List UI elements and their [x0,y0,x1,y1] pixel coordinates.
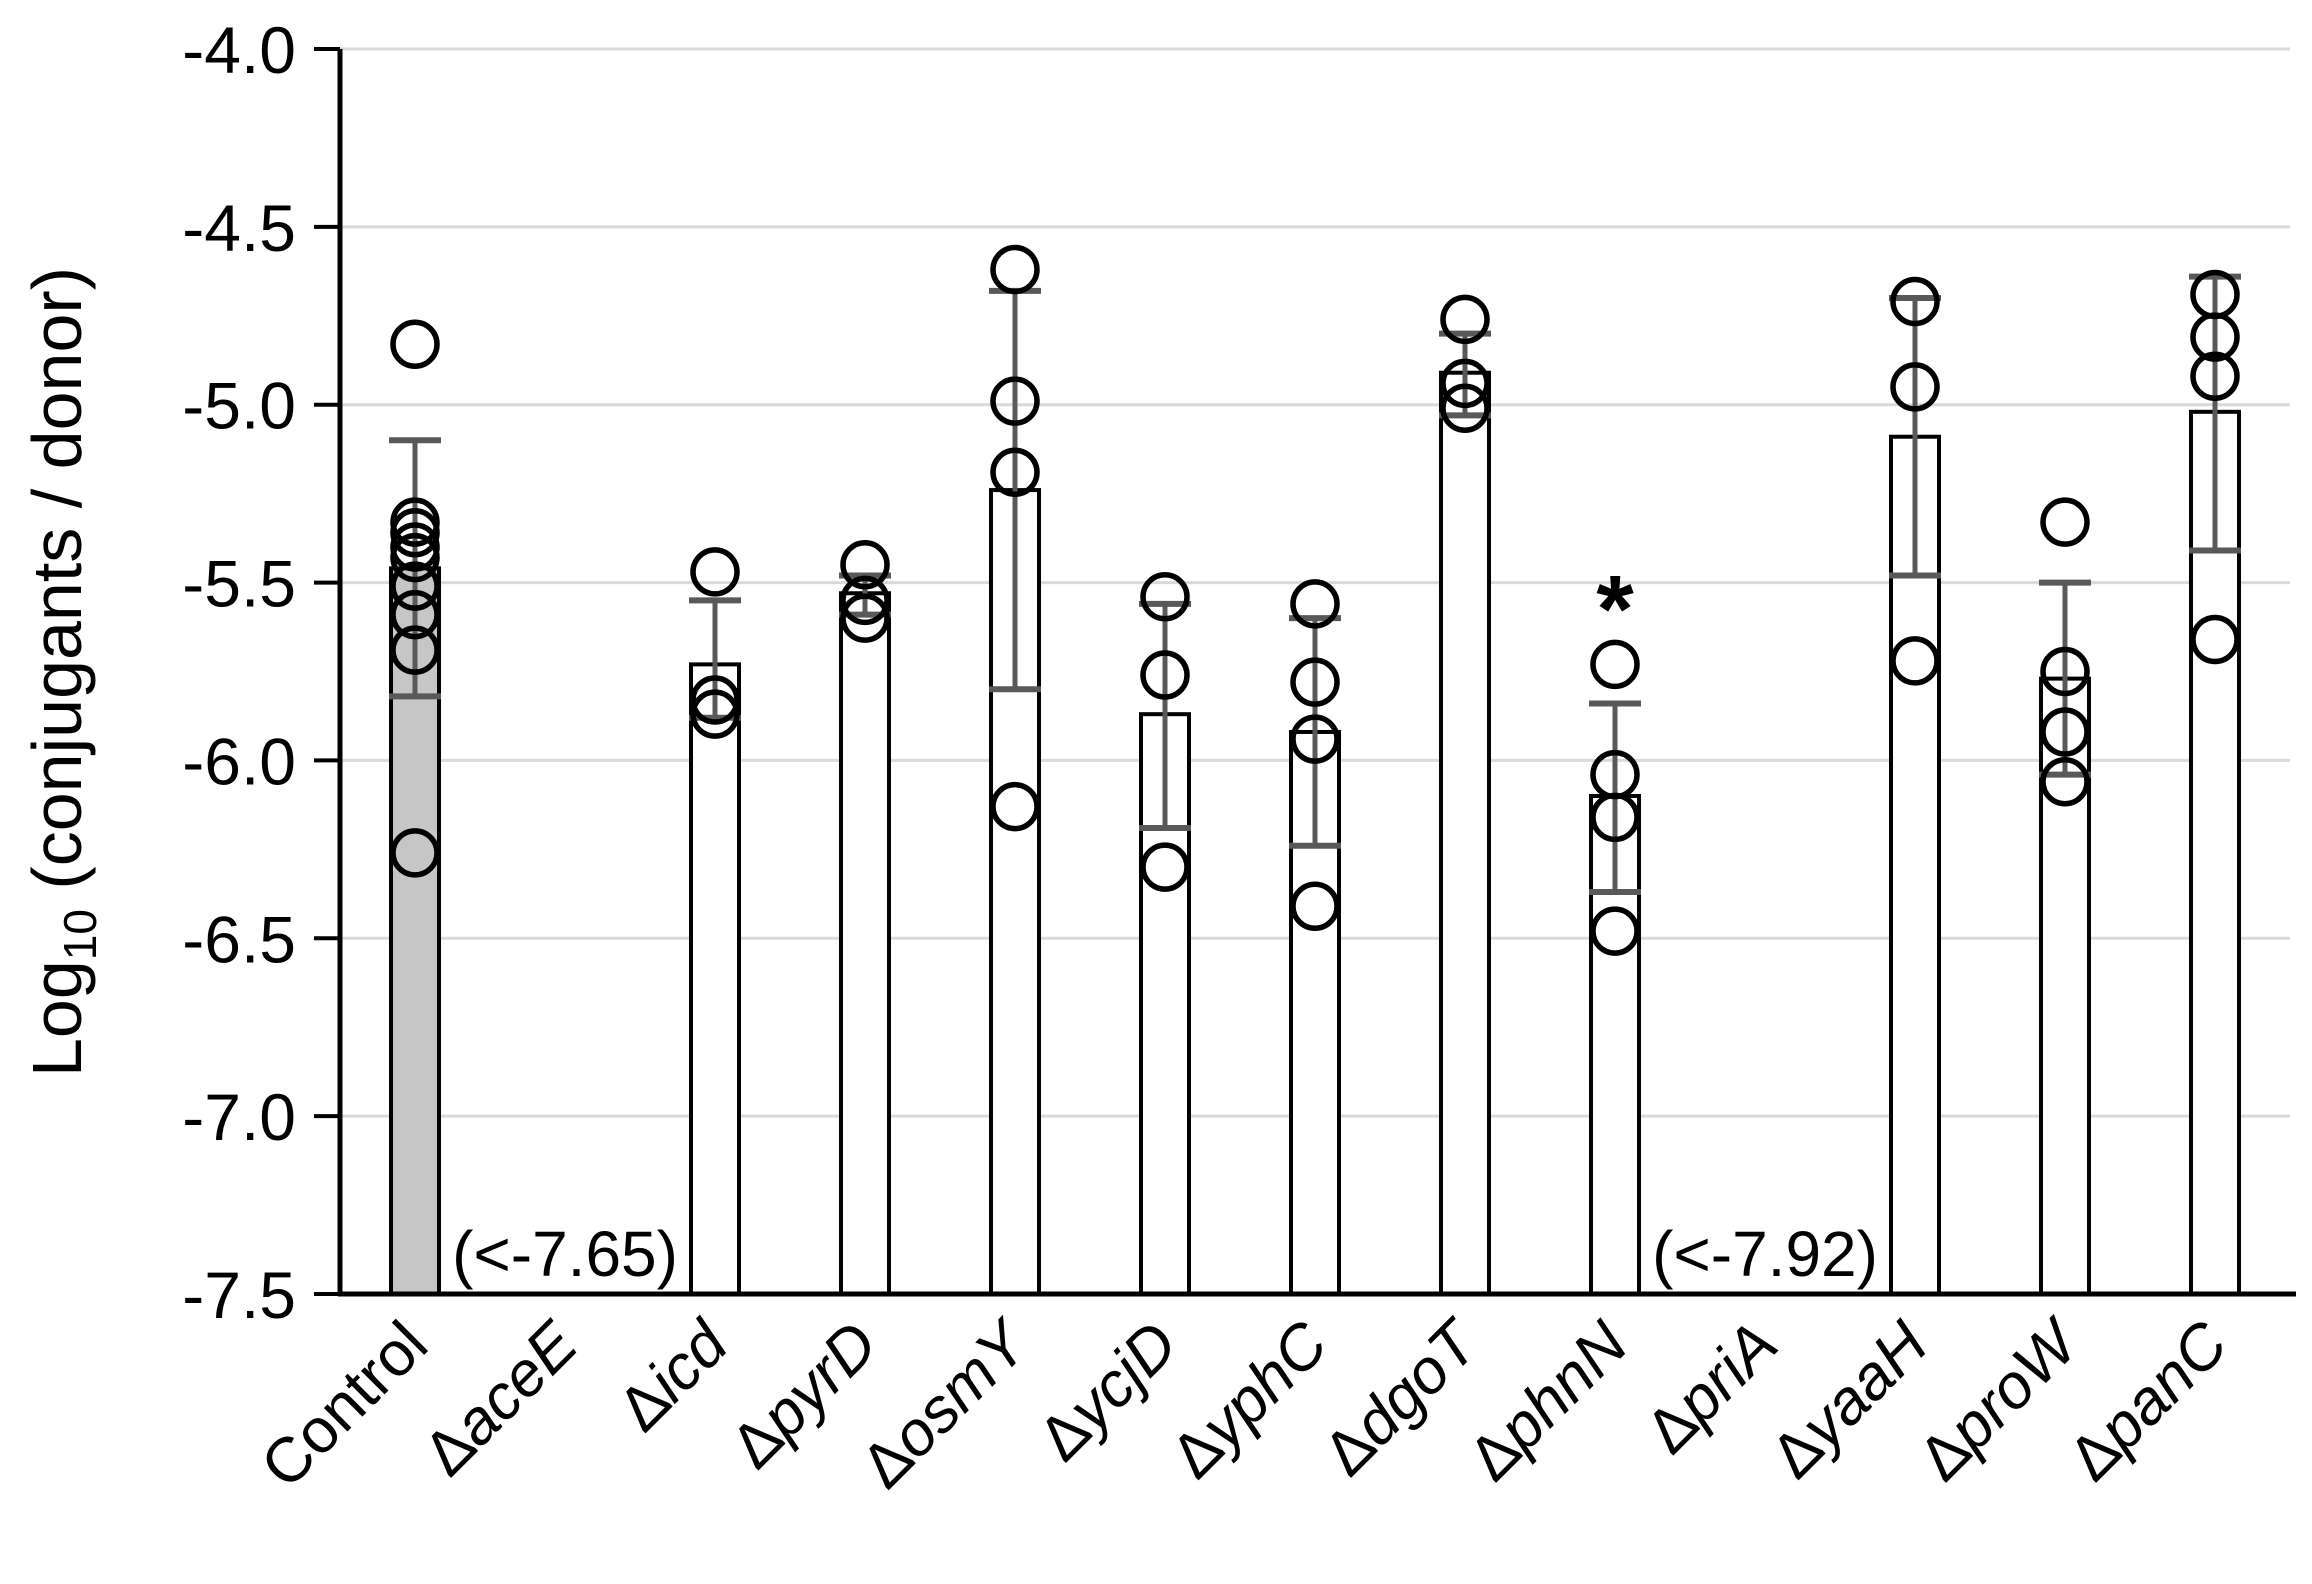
x-category-label-13: ΔpanC [2055,1308,2241,1494]
data-point-ΔpanC [2190,312,2240,362]
y-axis-title: Log10 (conjugants / donor) [17,122,107,1222]
below-detection-annotation-ΔpriA: (<-7.92) [1652,1218,1878,1290]
data-point-ΔyphC [1290,657,1340,707]
x-category-label-5: ΔosmY [848,1306,1044,1502]
bar-Δicd [689,662,741,1296]
data-point-ΔproW [2040,707,2090,757]
data-point-Control [390,625,440,675]
data-point-Δicd [690,689,740,739]
x-category-label-3: Δicd [605,1307,743,1445]
data-point-Control [390,589,440,640]
data-point-ΔpyrD [840,593,890,643]
data-point-ΔyaaH [1890,276,1940,327]
y-tick-label: -5.0 [182,369,296,443]
significance-asterisk-ΔphnN: * [1596,556,1634,663]
data-point-ΔycjD [1140,650,1190,700]
y-tick-label: -4.5 [182,191,296,265]
data-point-ΔpyrD [840,540,890,590]
bar-ΔyaaH [1889,434,1941,1296]
x-category-label-8: ΔdgoT [1310,1305,1494,1489]
data-point-ΔycjD [1140,842,1190,892]
below-detection-annotation-ΔaceE: (<-7.65) [452,1218,678,1290]
data-point-Control [390,319,440,369]
data-point-ΔproW [2040,497,2090,547]
data-point-ΔycjD [1140,572,1190,622]
y-axis-title-subscript: 10 [54,909,106,961]
bar-ΔpanC [2189,409,2241,1297]
data-point-ΔosmY [990,244,1040,295]
data-point-ΔyphC [1290,714,1340,764]
data-point-ΔpyrD [840,575,890,626]
data-point-ΔyaaH [1890,362,1940,412]
data-point-ΔphnN [1590,906,1640,956]
data-point-Control [390,828,440,878]
data-point-ΔproW [2040,757,2090,807]
x-category-label-9: ΔphnN [1455,1308,1641,1494]
bar-ΔpyrD [839,591,891,1296]
data-point-ΔproW [2040,646,2090,697]
y-axis-title-prefix: Log [18,960,96,1077]
data-point-ΔdgoT [1440,383,1490,434]
x-category-label-2: ΔaceE [410,1308,591,1489]
x-category-label-7: ΔyphC [1158,1308,1342,1492]
data-point-ΔpanC [2190,351,2240,402]
y-tick-label: -6.0 [182,724,296,798]
data-point-ΔdgoT [1440,358,1490,409]
data-point-ΔosmY [990,447,1040,498]
data-point-Control [390,532,440,583]
y-axis-title-suffix: (conjugants / donor) [18,267,96,910]
x-category-label-12: ΔproW [1905,1304,2095,1494]
data-point-ΔosmY [990,376,1040,426]
x-category-label-1: Control [248,1308,441,1501]
x-category-label-11: ΔyaaH [1758,1308,1942,1492]
data-point-Δicd [690,675,740,725]
data-point-ΔphnN [1590,639,1640,690]
y-tick-label: -5.5 [182,547,296,621]
data-point-ΔosmY [990,781,1040,832]
data-point-ΔyphC [1290,579,1340,629]
data-point-ΔpanC [2190,614,2240,665]
y-tick-label: -7.5 [182,1258,296,1332]
data-point-ΔyphC [1290,881,1340,932]
data-point-Control [390,561,440,611]
bar-ΔdgoT [1439,370,1491,1296]
data-point-ΔdgoT [1440,294,1490,345]
data-point-ΔphnN [1590,792,1640,843]
data-point-ΔyaaH [1890,636,1940,686]
y-tick-label: -6.5 [182,902,296,976]
y-tick-label: -4.0 [182,13,296,87]
y-tick-label: -7.0 [182,1080,296,1154]
data-point-Control [390,508,440,558]
data-point-Δicd [690,547,740,597]
